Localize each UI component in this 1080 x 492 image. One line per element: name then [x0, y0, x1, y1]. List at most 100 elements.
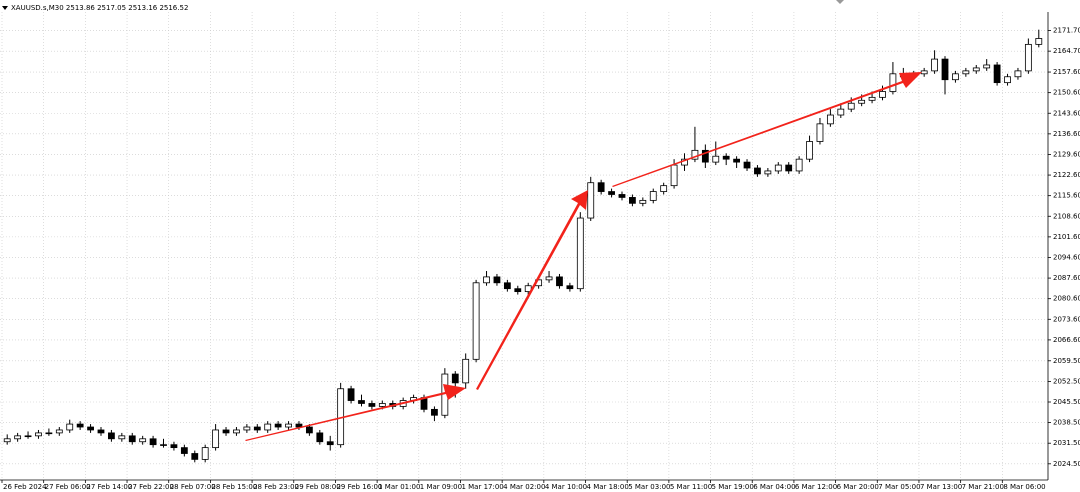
candle-body	[201, 447, 209, 460]
chart-title: XAUUSD.s,M30 2513.86 2517.05 2513.16 251…	[11, 4, 188, 12]
candle-body	[576, 217, 584, 290]
candle-body	[597, 182, 605, 192]
y-tick-label: 2052.50	[1053, 377, 1080, 385]
candle-body	[952, 73, 959, 81]
candle-body	[24, 435, 32, 438]
candle-body	[431, 408, 438, 416]
x-tick-label: 4 Mar 02:00	[503, 483, 545, 491]
y-tick-label: 2157.60	[1053, 68, 1080, 76]
y-tick-label: 2080.60	[1053, 295, 1080, 303]
candle-body	[66, 423, 74, 431]
y-tick-label: 2150.60	[1053, 89, 1080, 97]
x-tick-label: 4 Mar 18:00	[587, 483, 629, 491]
y-tick-label: 2045.50	[1053, 398, 1080, 406]
candle-body	[983, 64, 991, 69]
x-tick-label: 27 Feb 14:00	[86, 483, 132, 491]
candle-body	[493, 276, 501, 284]
candle-body	[483, 276, 490, 284]
candle-body	[962, 70, 970, 75]
candle-body	[733, 158, 741, 163]
y-tick-label: 2108.60	[1053, 212, 1080, 220]
candle-body	[368, 403, 376, 407]
candle-body	[180, 447, 188, 454]
candle-body	[826, 114, 834, 125]
candle-body	[743, 161, 751, 169]
x-tick-label: 29 Feb 08:00	[295, 483, 341, 491]
candle-body	[253, 426, 261, 431]
candle-body	[222, 429, 230, 434]
candle-body	[847, 102, 855, 110]
candle-body	[191, 453, 199, 460]
candle-body	[701, 149, 709, 163]
trend-arrows	[245, 72, 922, 441]
y-tick-label: 2059.50	[1053, 357, 1080, 365]
x-tick-label: 28 Feb 07:00	[170, 483, 216, 491]
candle-body	[87, 426, 94, 431]
candle-body	[108, 432, 115, 440]
candle-body	[670, 164, 678, 187]
y-tick-label: 2066.60	[1053, 336, 1080, 344]
candle-body	[97, 429, 105, 434]
candle-body	[879, 91, 886, 98]
y-tick-label: 2024.50	[1053, 460, 1080, 468]
candle-body	[14, 435, 22, 440]
candle-body	[920, 70, 928, 75]
candle-body	[472, 282, 480, 360]
candle-body	[3, 438, 11, 443]
x-tick-label: 8 Mar 06:00	[1003, 483, 1045, 491]
x-tick-label: 26 Feb 2024	[3, 483, 47, 491]
candle-body	[889, 73, 897, 92]
candle-body	[1014, 70, 1022, 78]
candle-body	[451, 373, 459, 384]
candle-body	[347, 388, 355, 401]
arrow	[612, 72, 922, 187]
candle-body	[712, 155, 720, 163]
candle-body	[629, 197, 636, 204]
y-tick-label: 2094.60	[1053, 253, 1080, 261]
candle-body	[931, 58, 938, 72]
candle-body	[587, 182, 595, 219]
x-tick-label: 4 Mar 10:00	[545, 483, 587, 491]
x-tick-label: 1 Mar 17:00	[461, 483, 503, 491]
candle-body	[795, 158, 803, 172]
candle-body	[514, 288, 522, 293]
candle-body	[816, 123, 824, 142]
candle-body	[462, 358, 470, 384]
y-tick-label: 2115.60	[1053, 192, 1080, 200]
x-tick-label: 6 Mar 04:00	[753, 483, 795, 491]
candle-body	[639, 199, 647, 204]
y-tick-label: 2031.50	[1053, 439, 1080, 447]
x-tick-label: 28 Feb 15:00	[211, 483, 257, 491]
x-tick-label: 1 Mar 01:00	[378, 483, 420, 491]
x-tick-label: 6 Mar 12:00	[795, 483, 837, 491]
candle-body	[649, 191, 657, 201]
candle-body	[1004, 76, 1011, 84]
y-tick-label: 2101.60	[1053, 233, 1080, 241]
x-tick-label: 29 Feb 16:00	[336, 483, 382, 491]
menu-icon	[2, 6, 8, 10]
candle-body	[972, 67, 980, 72]
candle-body	[358, 400, 365, 404]
candle-body	[243, 426, 251, 431]
candle-body	[55, 429, 63, 434]
y-tick-label: 2171.70	[1053, 27, 1080, 35]
arrow	[245, 384, 466, 441]
candle-body	[274, 423, 282, 428]
candle-body	[285, 423, 292, 428]
candle-body	[660, 185, 668, 192]
candle-body	[608, 191, 615, 195]
candle-body	[785, 164, 793, 172]
y-tick-label: 2038.50	[1053, 419, 1080, 427]
scroll-marker	[836, 0, 844, 4]
candle-body	[45, 432, 53, 435]
y-tick-label: 2136.60	[1053, 130, 1080, 138]
x-tick-label: 5 Mar 11:00	[670, 483, 712, 491]
candle-body	[545, 276, 553, 281]
candle-body	[316, 432, 324, 443]
arrow	[476, 190, 588, 390]
candle-body	[305, 426, 313, 434]
candle-body	[233, 429, 240, 434]
candle-body	[1035, 38, 1043, 45]
candle-body	[35, 432, 42, 437]
